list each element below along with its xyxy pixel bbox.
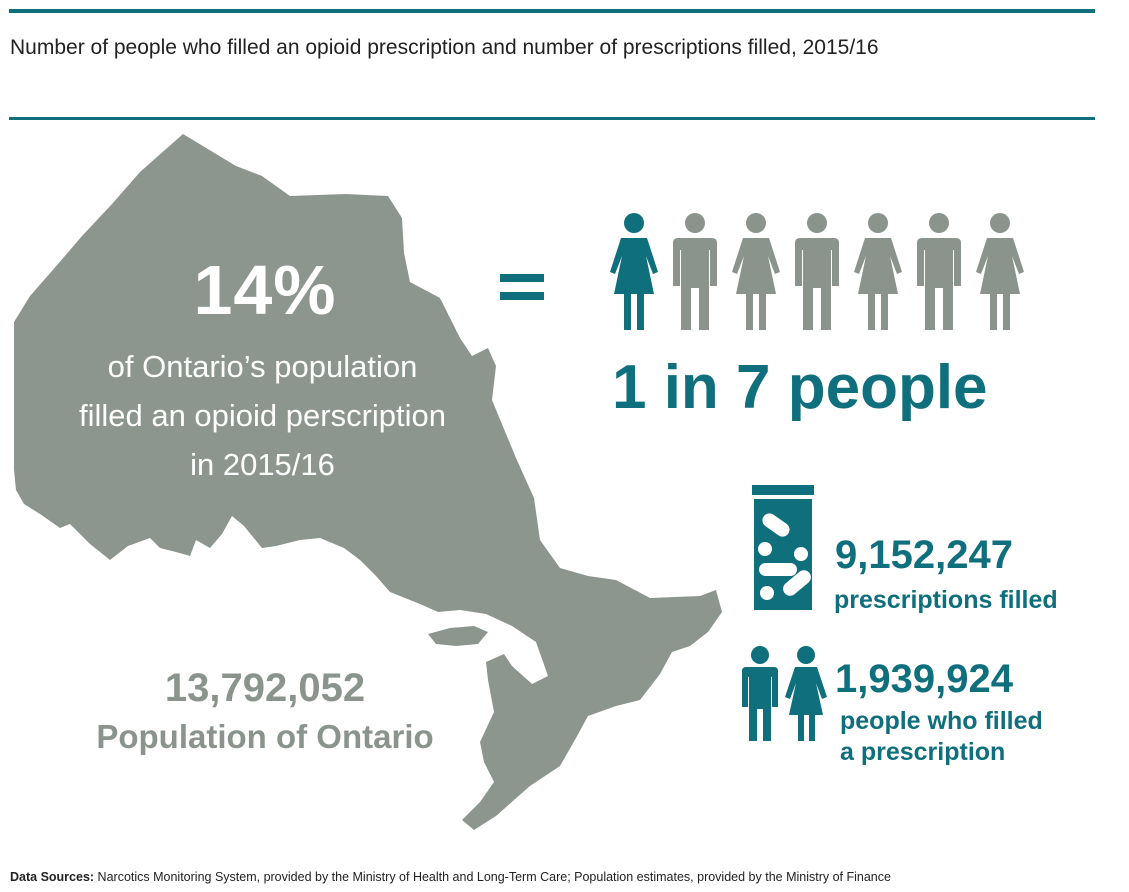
equals-sign bbox=[500, 270, 546, 304]
people-filled-label: people who filled a prescription bbox=[840, 706, 1043, 768]
data-sources: Data Sources: Narcotics Monitoring Syste… bbox=[10, 870, 891, 884]
woman-icon bbox=[976, 213, 1024, 330]
top-rule bbox=[9, 9, 1095, 13]
woman-icon bbox=[854, 213, 902, 330]
woman-icon bbox=[732, 213, 780, 330]
man-icon bbox=[673, 213, 717, 330]
headline-description-line: in 2015/16 bbox=[190, 447, 335, 482]
population-label: Population of Ontario bbox=[96, 718, 434, 755]
headline-percent: 14% bbox=[193, 251, 337, 329]
data-sources-label: Data Sources: bbox=[10, 870, 95, 884]
pill-bottle-icon bbox=[752, 485, 814, 610]
people-filled-value: 1,939,924 bbox=[835, 657, 1013, 701]
woman-icon bbox=[610, 213, 658, 330]
ratio-text: 1 in 7 people bbox=[612, 353, 988, 422]
population-value: 13,792,052 bbox=[164, 666, 366, 710]
page-title: Number of people who filled an opioid pr… bbox=[10, 36, 879, 59]
prescriptions-label: prescriptions filled bbox=[834, 586, 1058, 614]
headline-description-line: filled an opioid perscription bbox=[78, 398, 447, 433]
man-icon bbox=[917, 213, 961, 330]
man-icon bbox=[795, 213, 839, 330]
headline-description: of Ontario’s population filled an opioid… bbox=[20, 342, 505, 489]
data-sources-text: Narcotics Monitoring System, provided by… bbox=[97, 870, 891, 884]
people-filled-label-line: people who filled bbox=[840, 707, 1043, 735]
headline-description-line: of Ontario’s population bbox=[107, 349, 418, 384]
people-filled-label-line: a prescription bbox=[840, 738, 1006, 766]
prescriptions-value: 9,152,247 bbox=[835, 533, 1013, 577]
title-rule bbox=[9, 117, 1095, 120]
man-woman-icon bbox=[742, 646, 827, 741]
